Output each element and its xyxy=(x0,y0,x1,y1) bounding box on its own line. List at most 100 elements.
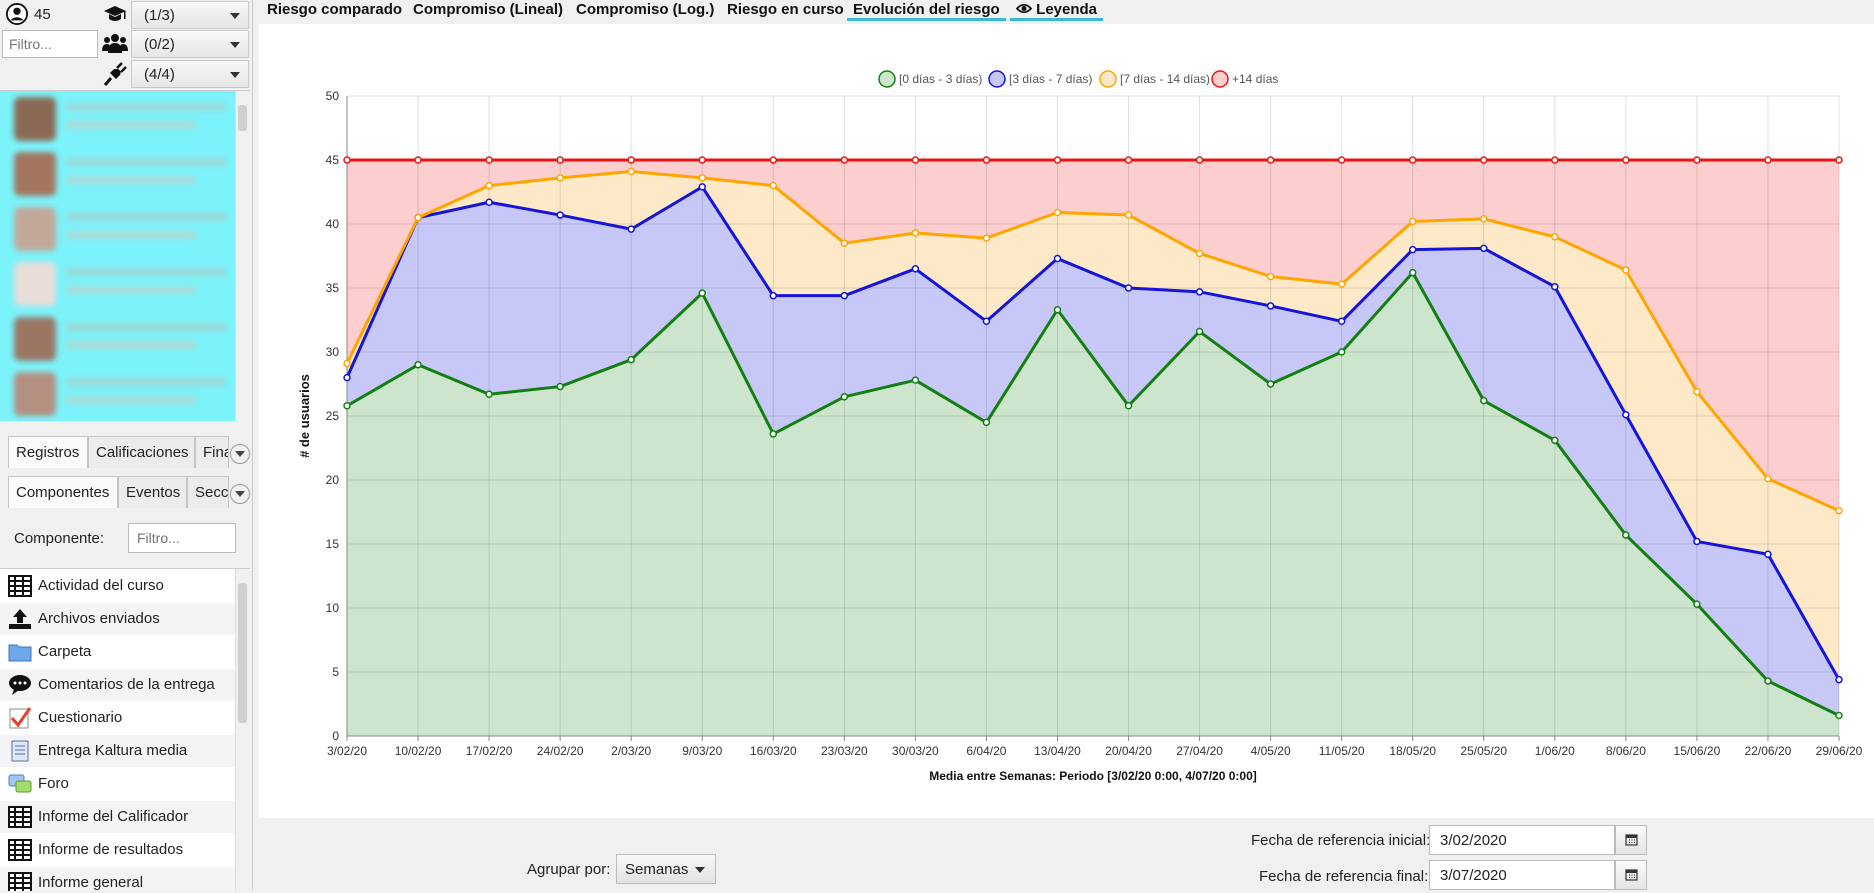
log-tabs: Registros Calificaciones Fina xyxy=(4,436,250,470)
component-label: Archivos enviados xyxy=(38,610,160,627)
component-list-item[interactable]: Entrega Kaltura media xyxy=(0,735,236,767)
data-point xyxy=(1195,156,1204,164)
group-by-select[interactable]: Semanas xyxy=(616,854,716,884)
component-list-item[interactable]: Archivos enviados xyxy=(0,603,236,635)
user-list-item[interactable] xyxy=(0,311,236,366)
y-tick-label: 20 xyxy=(326,473,340,487)
data-point xyxy=(627,167,635,176)
legend-label: [3 días - 7 días) xyxy=(1009,72,1092,86)
tab-secciones[interactable]: Secc xyxy=(187,476,229,508)
component-list-item[interactable]: Informe general xyxy=(0,867,236,891)
user-list-item[interactable] xyxy=(0,256,236,311)
tab-eventos[interactable]: Eventos xyxy=(118,476,187,508)
data-point xyxy=(1124,211,1133,219)
data-point xyxy=(1551,282,1559,291)
tab-calificaciones[interactable]: Calificaciones xyxy=(88,436,195,468)
group-filter-combo[interactable]: (0/2) xyxy=(131,30,249,58)
user-list-item[interactable] xyxy=(0,366,236,421)
data-point xyxy=(1764,550,1772,558)
more-tabs-button[interactable] xyxy=(230,484,250,504)
component-list-item[interactable]: Cuestionario xyxy=(0,702,236,734)
tab-riesgo-comparado[interactable]: Riesgo comparado xyxy=(267,1,403,18)
data-point xyxy=(911,229,920,237)
tab-riesgo-en-curso[interactable]: Riesgo en curso xyxy=(727,1,844,18)
more-tabs-button[interactable] xyxy=(230,444,250,464)
end-date-calendar-button[interactable] xyxy=(1615,860,1647,890)
data-point xyxy=(1835,675,1843,684)
component-list-item[interactable]: Foro xyxy=(0,768,236,800)
legend-marker xyxy=(1211,70,1229,88)
tab-compromiso-lineal[interactable]: Compromiso (Lineal) xyxy=(413,1,564,18)
component-list-scrollbar[interactable] xyxy=(235,569,250,891)
tab-evolucion-del-riesgo[interactable]: Evolución del riesgo xyxy=(847,1,1006,21)
data-point xyxy=(627,156,635,164)
data-point xyxy=(1266,272,1275,281)
tab-componentes[interactable]: Componentes xyxy=(8,476,118,508)
y-tick-label: 10 xyxy=(326,601,340,615)
component-list-item[interactable]: Informe del Calificador xyxy=(0,801,236,833)
data-point xyxy=(769,291,778,300)
series-line xyxy=(345,170,1840,513)
component-list-item[interactable]: Actividad del curso xyxy=(0,570,236,602)
x-tick-label: 6/04/20 xyxy=(966,744,1006,758)
x-tick-label: 17/02/20 xyxy=(466,744,513,758)
data-point xyxy=(1480,156,1488,164)
component-label: Cuestionario xyxy=(38,709,123,726)
component-label: Carpeta xyxy=(38,643,92,660)
y-tick-label: 5 xyxy=(332,665,339,679)
status-filter-combo[interactable]: (4/4) xyxy=(131,60,249,88)
start-date-field[interactable]: 3/02/2020 xyxy=(1429,825,1615,855)
data-point xyxy=(1693,387,1701,396)
data-point xyxy=(1480,215,1488,223)
avatar xyxy=(14,262,56,306)
table-icon xyxy=(8,575,32,597)
x-tick-label: 2/03/20 xyxy=(611,744,651,758)
tab-final[interactable]: Fina xyxy=(195,436,229,468)
data-point xyxy=(1693,600,1701,608)
data-point xyxy=(1124,284,1133,292)
data-point xyxy=(769,156,778,164)
component-filter-input[interactable] xyxy=(128,523,236,553)
tab-compromiso-log[interactable]: Compromiso (Log.) xyxy=(576,1,715,18)
x-tick-label: 18/05/20 xyxy=(1389,744,1436,758)
role-filter-combo[interactable]: (1/3) xyxy=(131,1,249,29)
y-tick-label: 25 xyxy=(326,409,340,423)
start-date-calendar-button[interactable] xyxy=(1615,825,1647,855)
user-list-item[interactable] xyxy=(0,91,236,146)
component-list-item[interactable]: Comentarios de la entrega xyxy=(0,669,236,701)
component-list-item[interactable]: Carpeta xyxy=(0,636,236,668)
data-point xyxy=(343,359,351,368)
data-point xyxy=(982,317,991,326)
data-point xyxy=(911,265,920,273)
chart-area: 0 5 10 15 20 25 30 35 40 45 50 3/02/20 10/02/20 17/02… xyxy=(259,24,1874,818)
data-point xyxy=(1764,156,1772,164)
avatar xyxy=(14,207,56,251)
user-list[interactable] xyxy=(0,90,250,421)
data-point xyxy=(840,393,849,401)
component-list-item[interactable]: Informe de resultados xyxy=(0,834,236,866)
y-tick-label: 15 xyxy=(326,537,340,551)
data-point xyxy=(1195,327,1204,336)
component-list[interactable]: Actividad del curso Archivos enviados Carp… xyxy=(0,568,250,891)
tab-registros[interactable]: Registros xyxy=(8,436,88,468)
user-list-scrollbar[interactable] xyxy=(235,91,250,421)
end-date-field[interactable]: 3/07/2020 xyxy=(1429,860,1615,890)
user-list-item[interactable] xyxy=(0,201,236,256)
tab-leyenda[interactable]: Leyenda xyxy=(1010,1,1104,21)
data-point xyxy=(911,156,920,164)
data-point xyxy=(556,382,564,391)
data-point xyxy=(485,181,493,190)
x-tick-label: 16/03/20 xyxy=(750,744,797,758)
eye-icon xyxy=(1015,3,1033,14)
chart-tabs: Riesgo comparado Compromiso (Lineal) Com… xyxy=(259,0,1874,24)
data-point xyxy=(1266,156,1275,164)
data-point xyxy=(414,361,422,369)
y-axis-title: # de usuarios xyxy=(297,374,312,458)
group-by-label: Agrupar por: xyxy=(527,861,611,878)
user-list-item[interactable] xyxy=(0,146,236,201)
x-tick-label: 3/02/20 xyxy=(327,744,367,758)
x-tick-label: 27/04/20 xyxy=(1176,744,1223,758)
user-filter-input[interactable] xyxy=(2,30,98,58)
data-point xyxy=(1622,410,1630,419)
speech-bubble-icon xyxy=(8,674,32,696)
